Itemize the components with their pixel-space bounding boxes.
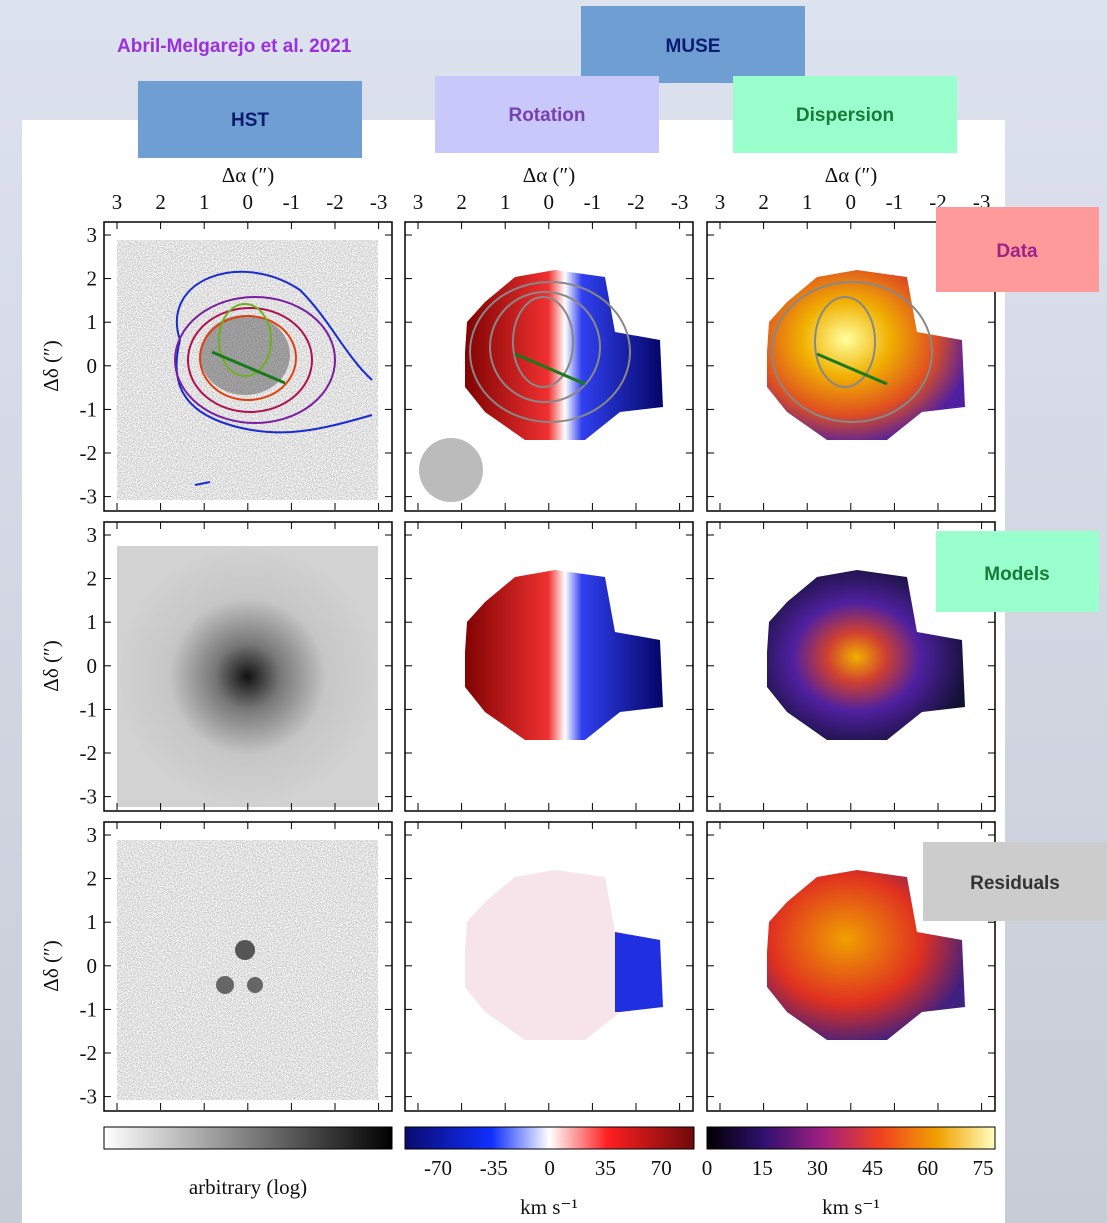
colorbar-tick-label: -35: [480, 1156, 508, 1180]
colorbar-unit: km s⁻¹: [822, 1195, 880, 1219]
y-tick-label: 0: [87, 654, 98, 678]
x-tick-label: -3: [671, 190, 689, 214]
y-tick-label: 0: [87, 354, 98, 378]
y-tick-label: 3: [87, 823, 98, 847]
colorbar-velocity: [405, 1127, 694, 1149]
y-tick-label: -2: [80, 441, 98, 465]
y-tick-label: -2: [80, 741, 98, 765]
y-tick-label: 1: [87, 310, 98, 334]
x-tick-label: -3: [370, 190, 388, 214]
x-tick-label: 3: [413, 190, 424, 214]
y-tick-label: -1: [80, 697, 98, 721]
label-data: Data: [996, 241, 1038, 262]
colorbar-tick-label: 0: [544, 1156, 555, 1180]
colorbar-arbitrary: [104, 1127, 392, 1149]
x-tick-label: 0: [243, 190, 254, 214]
x-tick-label: -2: [627, 190, 645, 214]
x-axis-label: Δα (″): [825, 163, 878, 187]
x-tick-label: 1: [199, 190, 210, 214]
y-tick-label: -1: [80, 997, 98, 1021]
label-hst: HST: [231, 110, 269, 131]
colorbar-label: arbitrary (log): [189, 1175, 307, 1199]
x-tick-label: 1: [802, 190, 813, 214]
label-models: Models: [984, 564, 1049, 585]
colorbar-tick-label: 70: [651, 1156, 672, 1180]
y-axis-label: Δδ (″): [39, 640, 63, 691]
x-tick-label: -1: [584, 190, 602, 214]
panel-hst-data: [117, 240, 378, 500]
x-tick-label: -1: [886, 190, 904, 214]
y-tick-label: 1: [87, 910, 98, 934]
x-tick-label: 2: [456, 190, 467, 214]
x-axis-label: Δα (″): [222, 163, 275, 187]
x-tick-label: -1: [283, 190, 301, 214]
x-tick-label: 3: [112, 190, 123, 214]
y-tick-label: -1: [80, 397, 98, 421]
label-residuals: Residuals: [970, 873, 1060, 894]
y-tick-label: -3: [80, 485, 98, 509]
panel-hst-model: [117, 546, 378, 807]
y-axis-label: Δδ (″): [39, 340, 63, 391]
y-tick-label: 2: [87, 267, 98, 291]
y-tick-label: 3: [87, 223, 98, 247]
x-tick-label: 1: [500, 190, 511, 214]
y-tick-label: 0: [87, 954, 98, 978]
y-tick-label: 2: [87, 867, 98, 891]
y-tick-label: 2: [87, 567, 98, 591]
colorbar-dispersion: [707, 1127, 995, 1149]
y-tick-label: 3: [87, 523, 98, 547]
colorbar-unit: km s⁻¹: [520, 1195, 578, 1219]
y-tick-label: 1: [87, 610, 98, 634]
colorbar-tick-label: -70: [424, 1156, 452, 1180]
x-tick-label: 0: [846, 190, 857, 214]
colorbar-tick-label: 35: [595, 1156, 616, 1180]
label-muse: MUSE: [666, 36, 721, 57]
label-dispersion: Dispersion: [796, 105, 894, 126]
x-tick-label: 2: [758, 190, 769, 214]
y-axis-label: Δδ (″): [39, 940, 63, 991]
colorbar-tick-label: 60: [917, 1156, 938, 1180]
y-tick-label: -2: [80, 1041, 98, 1065]
x-tick-label: 0: [544, 190, 555, 214]
y-tick-label: -3: [80, 1085, 98, 1109]
citation: Abril-Melgarejo et al. 2021: [117, 36, 352, 57]
panel-hst-residual: [117, 840, 378, 1100]
colorbar-tick-label: 75: [973, 1156, 994, 1180]
colorbar-tick-label: 30: [807, 1156, 828, 1180]
page: arbitrary (log) km s⁻¹ km s⁻¹ 3 2 1 0 -1 -2 -3…: [0, 0, 1107, 1223]
y-tick-label: -3: [80, 785, 98, 809]
x-tick-label: 3: [715, 190, 726, 214]
slide: arbitrary (log) km s⁻¹ km s⁻¹ 3 2 1 0 -1 -2 -3…: [0, 0, 1107, 1223]
colorbar-tick-label: 0: [702, 1156, 713, 1180]
label-rotation: Rotation: [508, 105, 585, 126]
colorbar-tick-label: 15: [752, 1156, 773, 1180]
x-tick-label: -2: [326, 190, 344, 214]
colorbar-tick-label: 45: [862, 1156, 883, 1180]
x-axis-label: Δα (″): [523, 163, 576, 187]
x-tick-label: 2: [155, 190, 166, 214]
